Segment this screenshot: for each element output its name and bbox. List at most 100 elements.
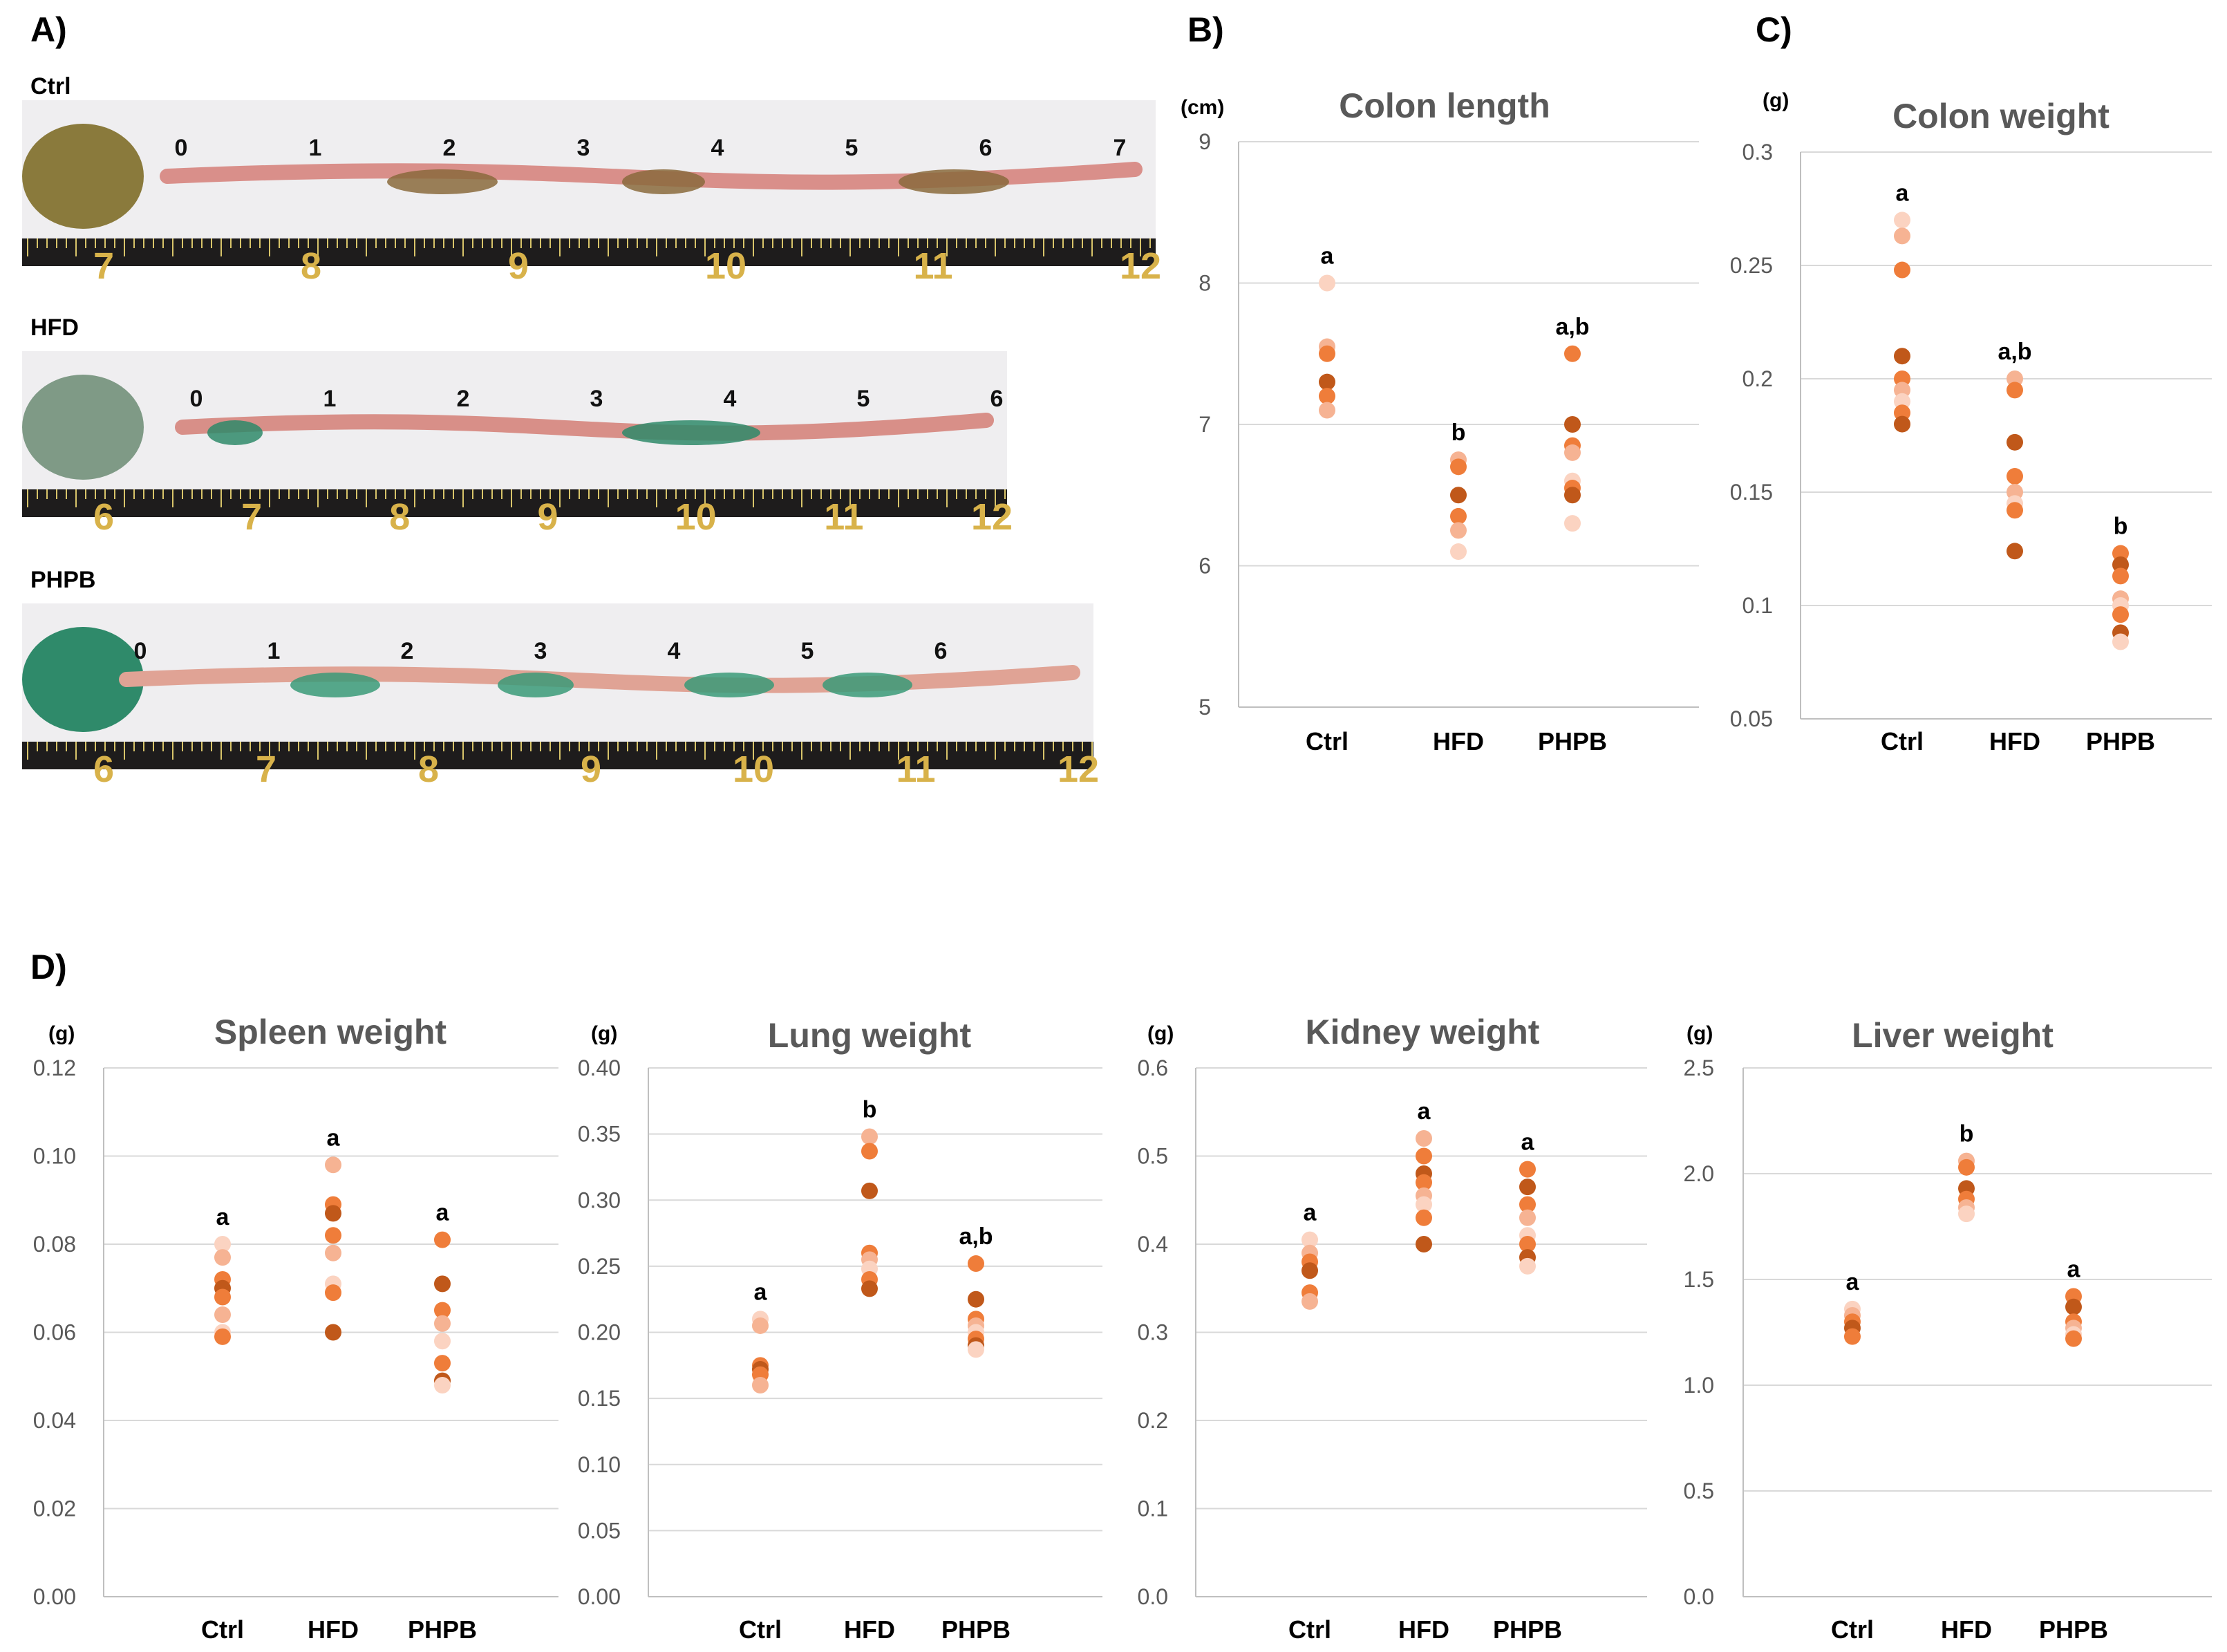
y-tick-label: 0.10 bbox=[33, 1144, 76, 1169]
ruler-cm-label: 7 bbox=[241, 496, 262, 538]
data-point bbox=[2007, 484, 2023, 500]
category-label: Ctrl bbox=[1288, 1615, 1331, 1644]
segment-number: 4 bbox=[711, 135, 724, 161]
significance-label: a bbox=[1521, 1129, 1535, 1156]
data-point bbox=[1564, 515, 1581, 532]
significance-label: a bbox=[1896, 180, 1910, 206]
significance-label: b bbox=[1960, 1121, 1974, 1147]
significance-label: a bbox=[216, 1204, 230, 1230]
segment-number: 5 bbox=[845, 135, 858, 161]
segment-number: 6 bbox=[990, 386, 1004, 412]
data-point bbox=[325, 1227, 341, 1244]
y-tick-label: 0.00 bbox=[33, 1584, 76, 1609]
category-label: HFD bbox=[1941, 1615, 1992, 1644]
data-point bbox=[752, 1317, 769, 1334]
data-point bbox=[2007, 543, 2023, 560]
data-point bbox=[1844, 1328, 1861, 1345]
category-label: PHPB bbox=[941, 1615, 1011, 1644]
photo-group-label: Ctrl bbox=[30, 73, 71, 100]
data-point bbox=[325, 1244, 341, 1261]
data-point bbox=[1319, 402, 1335, 419]
data-point bbox=[1450, 507, 1467, 525]
y-tick-label: 0.25 bbox=[1730, 253, 1773, 278]
data-point bbox=[214, 1306, 231, 1323]
category-label: HFD bbox=[1433, 727, 1484, 755]
cecum bbox=[22, 627, 144, 732]
data-point bbox=[1319, 373, 1335, 391]
y-unit: (g) bbox=[1763, 89, 1789, 112]
y-tick-label: 1.5 bbox=[1684, 1267, 1714, 1292]
significance-label: a bbox=[2067, 1256, 2081, 1282]
y-tick-label: 0.35 bbox=[578, 1122, 621, 1147]
segment-number: 1 bbox=[267, 638, 281, 664]
colon-content bbox=[899, 169, 1009, 194]
segment-number: 0 bbox=[134, 638, 147, 664]
data-point bbox=[1319, 388, 1335, 405]
chart-title: Liver weight bbox=[1852, 1016, 2054, 1055]
data-point bbox=[214, 1249, 231, 1266]
y-tick-label: 0.40 bbox=[578, 1055, 621, 1080]
data-point bbox=[1894, 415, 1910, 433]
data-point bbox=[2007, 433, 2023, 451]
data-point bbox=[434, 1333, 451, 1350]
y-unit: (g) bbox=[1147, 1022, 1174, 1045]
data-point bbox=[1450, 458, 1467, 476]
data-point bbox=[1450, 543, 1467, 561]
data-point bbox=[2007, 382, 2023, 399]
significance-label: a bbox=[754, 1279, 768, 1305]
y-tick-label: 0.3 bbox=[1138, 1320, 1168, 1345]
data-point bbox=[861, 1128, 878, 1145]
segment-number: 3 bbox=[577, 135, 590, 161]
ruler-cm-label: 11 bbox=[896, 749, 935, 790]
photo-group-label: PHPB bbox=[30, 567, 95, 593]
cecum bbox=[22, 375, 144, 480]
data-point bbox=[1894, 370, 1910, 387]
chart-liver-weight: Liver weight (g) 0.0 0.5 1.0 1.5 2.0 2.5 Ctrl a HF… bbox=[1684, 1016, 2212, 1644]
ruler-cm-label: 11 bbox=[913, 245, 952, 287]
data-point bbox=[2112, 556, 2129, 573]
ruler bbox=[22, 489, 1007, 517]
cecum bbox=[22, 124, 144, 229]
y-tick-label: 2.0 bbox=[1684, 1161, 1714, 1186]
y-tick-label: 2.5 bbox=[1684, 1055, 1714, 1080]
panel-label-d: D) bbox=[30, 948, 67, 986]
segment-number: 6 bbox=[934, 638, 948, 664]
category-label: Ctrl bbox=[201, 1615, 244, 1644]
y-tick-label: 0.0 bbox=[1684, 1584, 1714, 1609]
chart-lung-weight: Lung weight (g) 0.00 0.05 0.10 0.15 0.20 0.25 0.… bbox=[578, 1016, 1102, 1644]
data-point bbox=[861, 1182, 878, 1199]
data-point bbox=[968, 1341, 984, 1358]
chart-spleen-weight: Spleen weight (g) 0.00 0.02 0.04 0.06 0.08 0.10… bbox=[33, 1013, 558, 1644]
data-point bbox=[752, 1377, 769, 1393]
segment-number: 7 bbox=[1114, 135, 1127, 161]
data-point bbox=[1519, 1236, 1536, 1252]
data-point bbox=[2065, 1330, 2082, 1347]
data-point bbox=[325, 1284, 341, 1302]
ruler-cm-label: 11 bbox=[824, 496, 863, 538]
category-label: PHPB bbox=[2039, 1615, 2108, 1644]
colon-content bbox=[498, 673, 574, 697]
data-point bbox=[325, 1205, 341, 1222]
ruler-cm-label: 9 bbox=[537, 496, 558, 538]
chart-title: Colon weight bbox=[1892, 97, 2109, 135]
y-tick-label: 0.08 bbox=[33, 1232, 76, 1257]
y-tick-label: 0.04 bbox=[33, 1408, 76, 1433]
y-tick-label: 0.5 bbox=[1138, 1144, 1168, 1169]
segment-number: 1 bbox=[323, 386, 337, 412]
data-point bbox=[1519, 1179, 1536, 1196]
y-tick-label: 0.20 bbox=[578, 1320, 621, 1345]
data-point bbox=[1894, 404, 1910, 422]
ruler-cm-label: 12 bbox=[1120, 245, 1161, 287]
y-tick-label: 9 bbox=[1199, 129, 1211, 154]
data-point bbox=[1519, 1209, 1536, 1226]
data-point bbox=[1564, 444, 1581, 461]
chart-title: Kidney weight bbox=[1306, 1013, 1540, 1051]
ruler-cm-label: 10 bbox=[705, 245, 746, 287]
data-point bbox=[325, 1156, 341, 1174]
significance-label: a bbox=[1846, 1269, 1860, 1295]
data-point bbox=[434, 1275, 451, 1293]
segment-number: 3 bbox=[590, 386, 603, 412]
